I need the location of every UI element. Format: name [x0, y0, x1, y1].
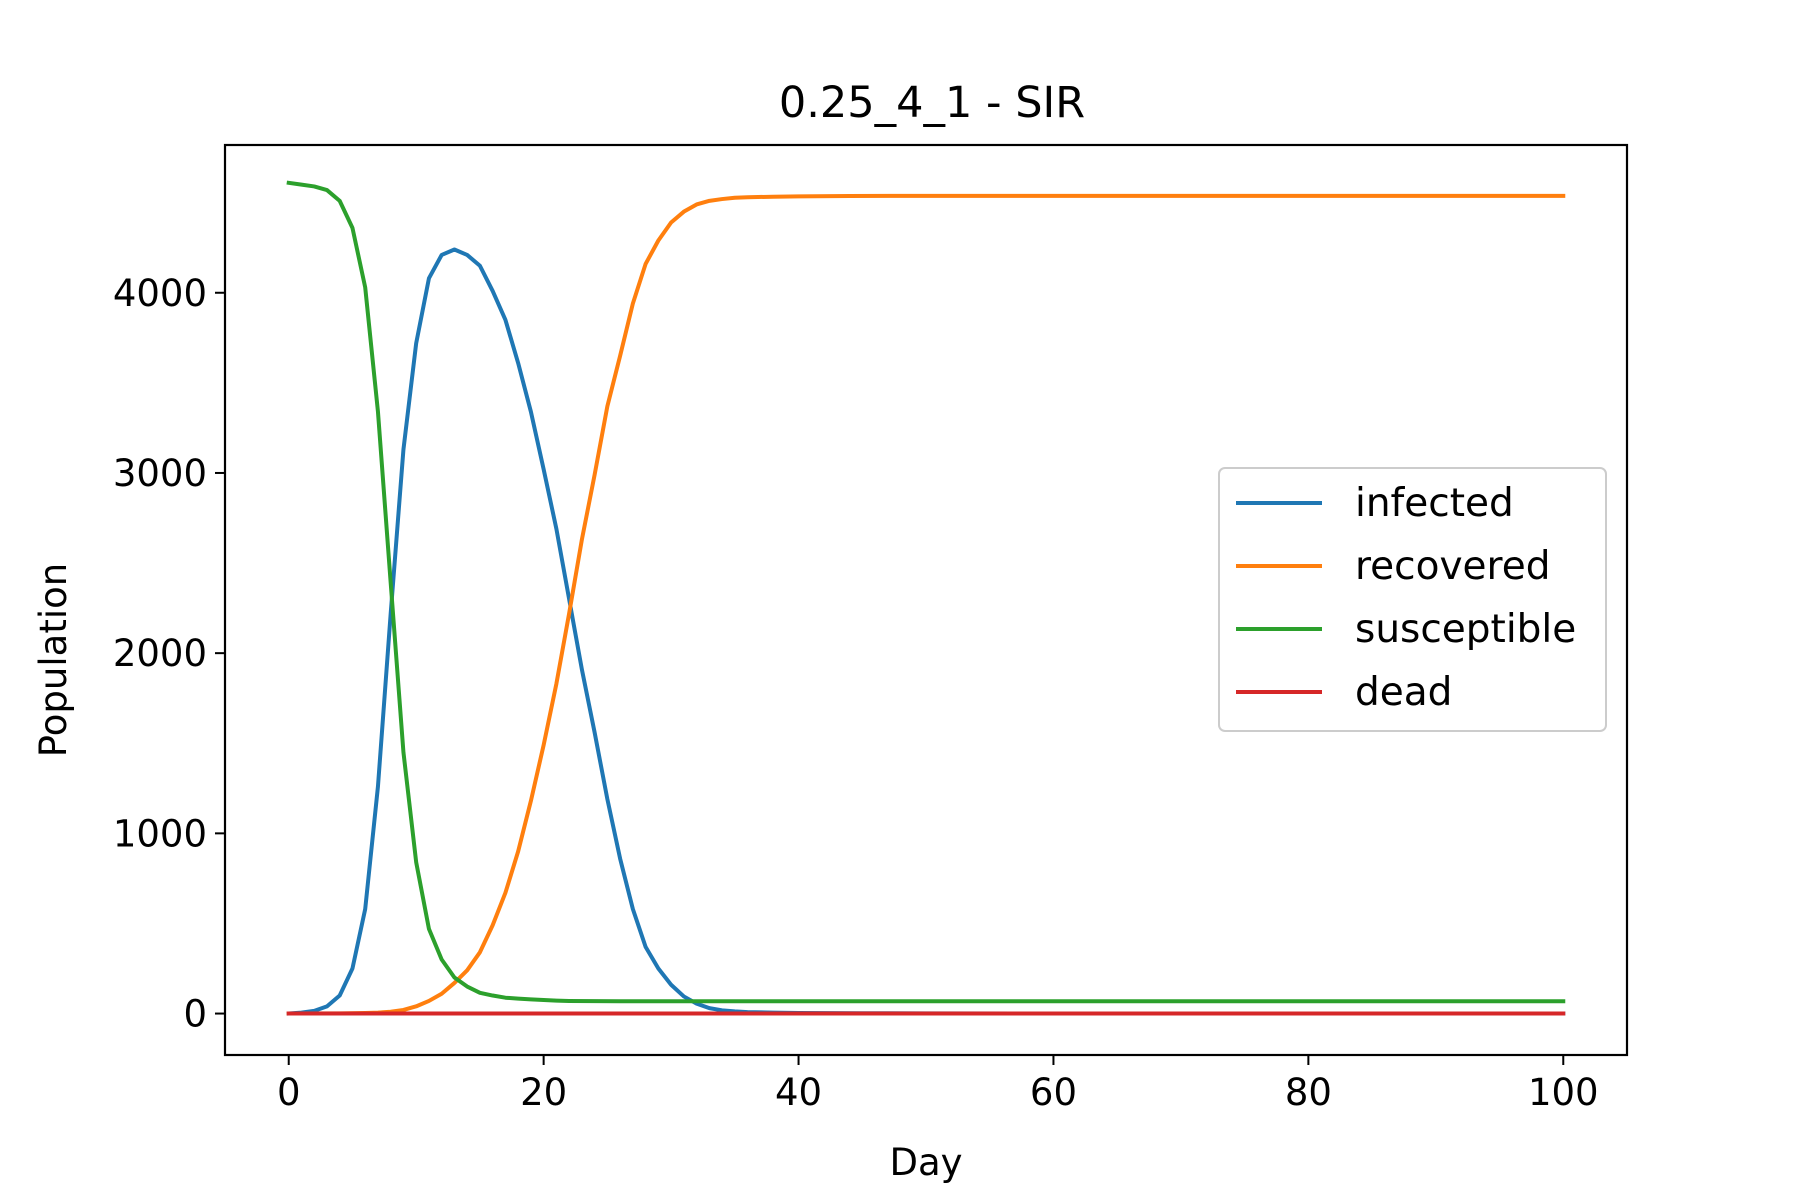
y-tick-label: 1000 [113, 812, 207, 855]
series-lines [286, 180, 1566, 1016]
x-tick-label: 40 [775, 1071, 822, 1114]
chart-title: 0.25_4_1 - SIR [779, 78, 1085, 128]
y-tick-label: 3000 [113, 452, 207, 495]
x-tick-label: 80 [1285, 1071, 1332, 1114]
y-tick-label: 4000 [113, 272, 207, 315]
legend-label-recovered: recovered [1355, 544, 1550, 589]
x-tick-label: 0 [277, 1071, 301, 1114]
x-tick-label: 60 [1030, 1071, 1077, 1114]
legend: infected recovered susceptible dead [1218, 467, 1607, 732]
x-tick-label: 20 [520, 1071, 567, 1114]
plot-frame [223, 143, 1629, 1057]
legend-label-infected: infected [1355, 481, 1514, 526]
y-tick-label: 0 [183, 993, 207, 1036]
series-line-recovered [286, 193, 1566, 1016]
legend-label-dead: dead [1355, 670, 1452, 715]
legend-label-susceptible: susceptible [1355, 607, 1576, 652]
legend-box [1218, 467, 1607, 732]
y-tick-label: 2000 [113, 632, 207, 675]
x-axis-label: Day [889, 1141, 962, 1184]
series-line-infected [286, 247, 1566, 1016]
y-axis-label: Population [32, 563, 75, 757]
x-tick-label: 100 [1528, 1071, 1599, 1114]
series-line-susceptible [286, 180, 1566, 1004]
